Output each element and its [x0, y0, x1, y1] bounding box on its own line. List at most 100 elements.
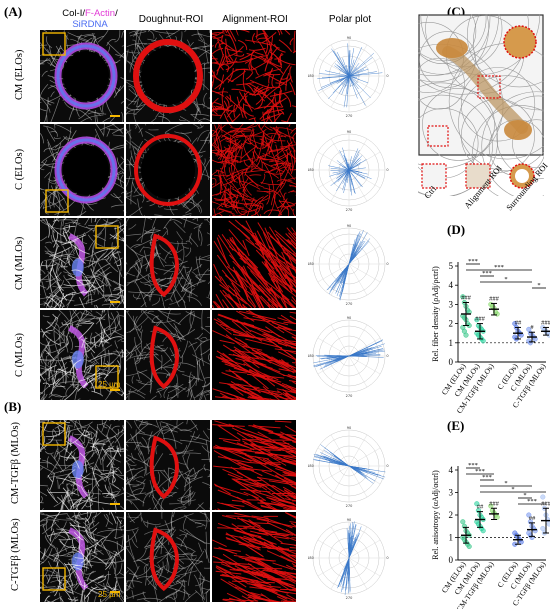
- legend-sir: SiRDNA: [72, 19, 107, 30]
- polar-tick-180: 180: [308, 168, 314, 172]
- bracket-label: ***: [468, 258, 478, 265]
- micrograph-r0-c1: [126, 30, 210, 122]
- column-title-alignment: Alignment-ROI: [212, 14, 298, 25]
- micrograph-r5-c0: [40, 512, 124, 602]
- roi-labels: Ctrl Alignment ROI Surrounding ROI: [420, 172, 550, 222]
- roi-label-ctrl: Ctrl: [422, 184, 438, 201]
- polar-tick-180: 180: [308, 464, 314, 468]
- bracket-label: ***: [482, 270, 492, 277]
- polar-tick-270: 270: [346, 114, 353, 118]
- polar-tick-90: 90: [347, 426, 351, 430]
- polar-tick-90: 90: [347, 224, 351, 228]
- polar-tick-0: 0: [386, 168, 388, 172]
- y-axis-label: Rel. fiber density (ρAdj/ρctrl): [431, 266, 440, 362]
- polar-tick-270: 270: [346, 208, 353, 212]
- polar-tick-0: 0: [386, 464, 388, 468]
- legend-factin: F-Actin: [85, 8, 115, 19]
- panel-label-b: (B): [4, 399, 21, 415]
- polar-tick-90: 90: [347, 316, 351, 320]
- polar-tick-180: 180: [308, 74, 314, 78]
- data-point: [467, 544, 472, 549]
- column-title-polar: Polar plot: [312, 14, 388, 25]
- significance-mark: #: [530, 324, 534, 331]
- micrograph-r1-c1: [126, 124, 210, 216]
- polar-tick-270: 270: [346, 596, 353, 600]
- bracket-label: *: [511, 486, 514, 493]
- data-point: [495, 312, 500, 317]
- data-point: [495, 515, 500, 520]
- micrograph-r5-c2: [212, 512, 296, 602]
- y-tick-label-1: 1: [449, 533, 454, 543]
- y-tick-label-2: 2: [449, 510, 454, 520]
- polar-plot-1: 90 270 0 180: [308, 128, 390, 212]
- data-point: [464, 333, 469, 338]
- y-axis-label: Rel. anisotropy (αAdj/αctrl): [431, 470, 440, 560]
- polar-tick-0: 0: [386, 74, 388, 78]
- polar-tick-0: 0: [386, 556, 388, 560]
- bracket-label: *: [504, 480, 507, 487]
- significance-mark: ##: [477, 504, 484, 511]
- scale-bar-label-a: 25 µm: [98, 380, 120, 389]
- micrograph-r2-c1: [126, 218, 210, 308]
- significance-mark: ###: [489, 295, 500, 302]
- polar-tick-90: 90: [347, 130, 351, 134]
- polar-tick-90: 90: [347, 36, 351, 40]
- micrograph-r5-c1: [126, 512, 210, 602]
- y-tick-label-0: 0: [449, 357, 454, 367]
- polar-tick-0: 0: [386, 354, 388, 358]
- data-point: [461, 519, 466, 524]
- column-title-doughnut: Doughnut-ROI: [128, 14, 214, 25]
- y-tick-label-3: 3: [449, 299, 454, 309]
- polar-tick-180: 180: [308, 354, 314, 358]
- significance-mark: ###: [541, 319, 550, 326]
- polar-tick-90: 90: [347, 518, 351, 522]
- polar-tick-270: 270: [346, 394, 353, 398]
- polar-tick-270: 270: [346, 302, 353, 306]
- row-label-c-elos: C (ELOs): [14, 124, 25, 214]
- polar-tick-0: 0: [386, 262, 388, 266]
- bracket-label: *: [537, 282, 540, 289]
- micrograph-r2-c0: [40, 218, 124, 308]
- polar-tick-180: 180: [308, 262, 314, 266]
- micrograph-r3-c2: [212, 310, 296, 400]
- y-tick-label-3: 3: [449, 488, 454, 498]
- micrograph-r4-c1: [126, 420, 210, 510]
- y-tick-label-4: 4: [449, 280, 454, 290]
- data-point: [481, 528, 486, 533]
- y-tick-label-0: 0: [449, 555, 454, 565]
- row-label-cm-elos: CM (ELOs): [14, 30, 25, 120]
- micrograph-r2-c2: [212, 218, 296, 308]
- row-label-c-mlos: C (MLOs): [14, 310, 25, 400]
- bracket-label: *: [523, 492, 526, 499]
- roi-schematic: [418, 14, 544, 196]
- micrograph-r0-c2: [212, 30, 296, 122]
- polar-plot-5: 90 270 0 180: [308, 516, 390, 600]
- scale-bar-label-b: 25 µm: [98, 590, 120, 599]
- bracket-label: ***: [482, 474, 492, 481]
- legend-col: Col-I/: [62, 8, 85, 19]
- micrograph-r4-c2: [212, 420, 296, 510]
- row-label-cm-mlos: CM (MLOs): [14, 218, 25, 308]
- micrograph-r4-c0: [40, 420, 124, 510]
- data-point: [541, 526, 546, 531]
- significance-mark: ##: [515, 319, 522, 326]
- significance-mark: ###: [475, 316, 486, 323]
- significance-mark: ###: [461, 294, 472, 301]
- micrograph-r0-c0: [40, 30, 124, 122]
- row-label-c-tgf: C-TGFβ (MLOs): [10, 512, 21, 598]
- y-tick-label-4: 4: [449, 465, 454, 475]
- micrograph-r3-c1: [126, 310, 210, 400]
- legend-slash: /: [115, 8, 118, 19]
- significance-mark: ###: [489, 500, 500, 507]
- bracket-label: ***: [527, 498, 537, 505]
- y-tick-label-2: 2: [449, 319, 454, 329]
- micrograph-r1-c0: [40, 124, 124, 216]
- polar-tick-180: 180: [308, 556, 314, 560]
- polar-plot-0: 90 270 0 180: [308, 34, 390, 118]
- polar-plot-2: 90 270 0 180: [308, 222, 390, 306]
- channel-legend: Col-I/F-Actin/ SiRDNA: [52, 8, 128, 30]
- panel-label-a: (A): [4, 4, 22, 20]
- bracket-label: *: [504, 276, 507, 283]
